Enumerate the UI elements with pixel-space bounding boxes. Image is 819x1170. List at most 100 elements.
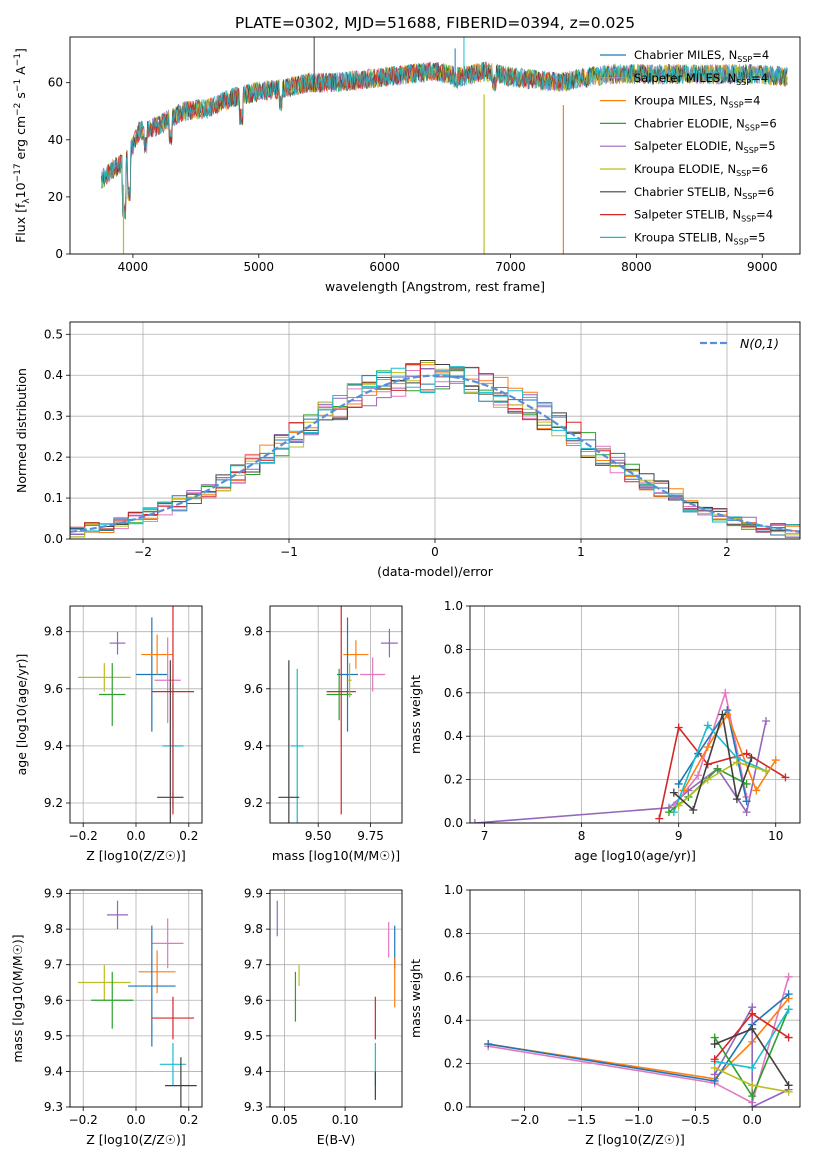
weight-marker: [748, 1092, 757, 1101]
histograms: [70, 360, 800, 539]
y-axis-label: age [log10(age/yr)]: [14, 654, 29, 776]
axes-frame: [469, 889, 801, 1108]
y-tick-label: 9.8: [244, 922, 263, 936]
y-tick-label: 9.3: [244, 1100, 263, 1114]
y-axis-label: Flux [fλ10−17 erg cm−2 s−1 A−1]: [13, 48, 32, 243]
y-tick-label: 0.0: [444, 1100, 463, 1114]
residuals-panel: −2 −1 0 1 2 0.0 0.1 0.2 0.3 0.4 0.5 (data-model)/er…: [14, 321, 801, 579]
y-tick-label: 0.0: [444, 816, 463, 830]
x-tick-label: 0.05: [271, 1113, 298, 1127]
weight-marker: [689, 805, 698, 814]
axes-frame: [269, 889, 403, 1108]
legend-tail: =6: [751, 162, 768, 176]
legend-tail: =6: [757, 185, 774, 199]
weight-marker: [718, 710, 727, 719]
legend-label: Chabrier ELODIE, NSSP=6: [634, 116, 777, 132]
y-label-part: −2: [13, 103, 23, 116]
x-tick-label: 9000: [747, 260, 778, 274]
y-tick-label: 9.9: [244, 887, 263, 901]
x-axis-label: E(B-V): [317, 1132, 356, 1147]
axes-frame: [269, 605, 403, 824]
legend-sub: SSP: [729, 101, 744, 110]
spectrum-lines: [101, 37, 788, 254]
weight-line: [714, 1004, 789, 1107]
age_vs_mass-points: [278, 606, 398, 823]
spectrum-panel: 4000 5000 6000 7000 8000 9000 0 20 40 60 wavelengt…: [13, 36, 801, 294]
x-axis-label: Z [log10(Z/Z☉)]: [86, 848, 186, 863]
x-tick-label: 0.0: [743, 1113, 762, 1127]
weight-marker: [752, 786, 761, 795]
y-tick-label: 0.2: [444, 773, 463, 787]
y-tick-label: 0.5: [44, 327, 63, 341]
weight-line: [673, 723, 767, 813]
y-tick-label: 1.0: [444, 599, 463, 613]
x-tick-label: 5000: [244, 260, 275, 274]
x-tick-label: 0: [431, 545, 439, 559]
weight-marker: [781, 773, 790, 782]
legend-text: Chabrier MILES, N: [634, 48, 737, 62]
weight-marker: [721, 688, 730, 697]
x-tick-label: 1: [577, 545, 585, 559]
weight-marker: [771, 756, 780, 765]
legend-label: Salpeter ELODIE, NSSP=5: [634, 139, 776, 155]
normal-curve: [70, 374, 800, 533]
legend-sub: SSP: [736, 78, 751, 87]
y-label-part: 10: [13, 182, 28, 198]
x-axis-label: mass [log10(M/M☉)]: [272, 848, 400, 863]
y-tick-label: 0.8: [444, 926, 463, 940]
x-tick-label: 2: [723, 545, 731, 559]
y-axis-label: Normed distribution: [14, 368, 29, 493]
axes-frame: [69, 321, 801, 540]
y-tick-label: 0.2: [444, 1057, 463, 1071]
weight-marker: [748, 1063, 757, 1072]
x-axis-label: Z [log10(Z/Z☉)]: [585, 1132, 685, 1147]
mass_vs_ebv-points: [276, 900, 396, 1100]
legend-label: Chabrier MILES, NSSP=4: [634, 48, 769, 64]
x-tick-label: −2: [134, 545, 152, 559]
legend-sub: SSP: [742, 192, 757, 201]
weight-marker: [742, 779, 751, 788]
legend-label: Salpeter MILES, NSSP=4: [634, 71, 768, 87]
weight-marker: [784, 1005, 793, 1014]
x-tick-label: −0.2: [69, 829, 98, 843]
y-tick-label: 9.4: [44, 739, 63, 753]
x-tick-label: 9.50: [305, 829, 332, 843]
weight-marker: [674, 801, 683, 810]
weight-marker: [674, 779, 683, 788]
y-tick-label: 9.8: [44, 625, 63, 639]
x-tick-label: 8000: [621, 260, 652, 274]
y-label-part: −1: [13, 79, 23, 92]
weight-marker: [748, 1009, 757, 1018]
x-tick-label: 0.2: [179, 1113, 198, 1127]
weight-marker: [703, 775, 712, 784]
x-tick-label: 9.75: [357, 829, 384, 843]
y-axis-label: mass weight: [408, 675, 423, 754]
x-tick-label: −2.0: [510, 1113, 539, 1127]
legend-label: Kroupa MILES, NSSP=4: [634, 94, 760, 110]
x-axis-label: (data-model)/error: [377, 564, 494, 579]
y-tick-label: 9.6: [244, 993, 263, 1007]
weight_vs_age-lines: [470, 688, 790, 823]
weight-marker: [713, 764, 722, 773]
legend-sub: SSP: [744, 146, 759, 155]
y-tick-label: 0.6: [444, 970, 463, 984]
mass_vs_Z-panel: −0.2 0.0 0.2 9.3 9.4 9.5 9.6 9.7 9.8 9.9 Z [log10(…: [10, 887, 203, 1147]
y-tick-label: 1.0: [444, 883, 463, 897]
y-tick-label: 0.2: [44, 450, 63, 464]
x-tick-label: 0.2: [179, 829, 198, 843]
y-tick-label: 9.2: [244, 796, 263, 810]
y-tick-label: 9.7: [44, 958, 63, 972]
legend-text: Salpeter MILES, N: [634, 71, 736, 85]
y-label-part: −1: [13, 53, 23, 66]
y-tick-label: 0.4: [444, 729, 463, 743]
weight-marker: [669, 788, 678, 797]
weight-line: [488, 997, 790, 1080]
legend-label: Kroupa STELIB, NSSP=5: [634, 230, 765, 246]
y-label-part: ]: [13, 48, 28, 53]
x-axis-label: age [log10(age/yr)]: [574, 848, 696, 863]
y-tick-label: 9.6: [244, 682, 263, 696]
weight-marker: [784, 1033, 793, 1042]
legend-sub: SSP: [737, 55, 752, 64]
